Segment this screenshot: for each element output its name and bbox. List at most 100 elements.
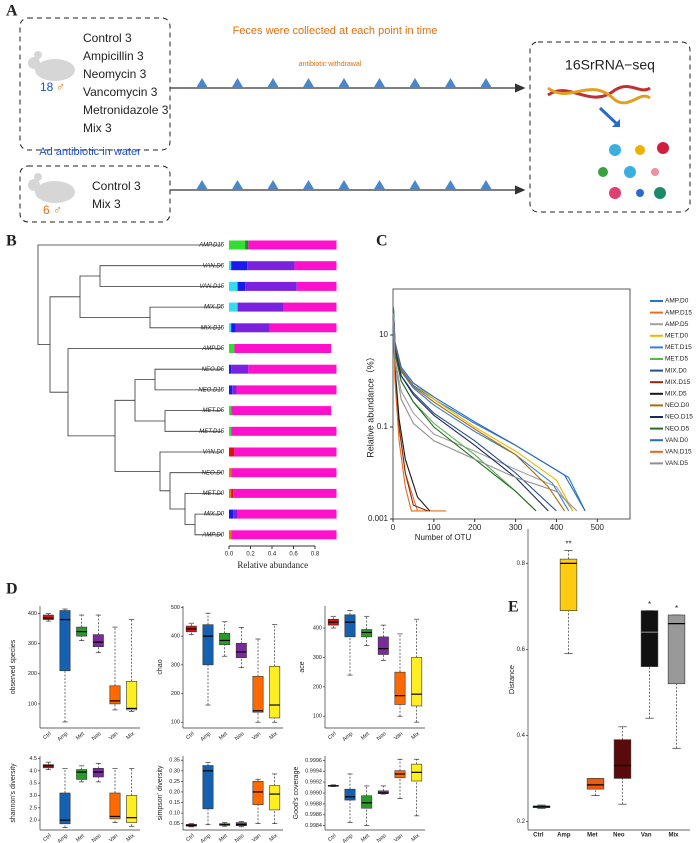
legend-label: NEO.D15 [665, 414, 693, 421]
sampling-point [302, 78, 315, 88]
box [59, 792, 71, 825]
legend-label: MET.D15 [665, 344, 692, 351]
x-tick-label: 0.0 [225, 552, 234, 558]
leaf-label: NEO.D0 [202, 470, 225, 476]
bar-segment [245, 281, 297, 291]
panel-label: D [6, 581, 18, 598]
sampling-point [196, 78, 208, 88]
sampling-point [444, 180, 457, 190]
dna-icon [547, 84, 669, 199]
x-tick-label: Neo [91, 833, 103, 843]
x-tick-label: Amp [557, 833, 571, 839]
sampling-point [409, 78, 421, 88]
sequencing-title: 16SrRNA−seq [565, 57, 655, 73]
x-tick-label: Ctrl [533, 833, 544, 839]
leaf-label: MIX.D5 [204, 305, 225, 311]
box [92, 768, 104, 778]
y-tick-label: 400 [171, 634, 180, 640]
leaf-label: MIX.D15 [201, 325, 225, 331]
box [559, 558, 578, 611]
y-tick-label: 4.5 [29, 756, 37, 762]
series-line [392, 307, 586, 512]
bar-segment [229, 509, 234, 519]
x-tick-label: Neo [234, 833, 246, 843]
y-tick-label: 0.4 [517, 733, 526, 739]
x-tick-label: 300 [509, 523, 523, 532]
legend-label: AMP.D5 [665, 321, 689, 328]
y-tick-label: 0.1 [377, 422, 389, 431]
panel-label: B [6, 233, 17, 250]
x-tick-label: Mix [268, 731, 279, 741]
timeline [170, 83, 526, 195]
x-tick-label: 0.6 [289, 552, 298, 558]
sampling-point [373, 180, 386, 190]
sequencing-box [529, 41, 691, 213]
group-name: Control 3 [83, 31, 132, 45]
x-tick-label: 0 [391, 523, 396, 532]
legend-label: VAN.D15 [665, 449, 692, 456]
x-tick-label: Met [75, 731, 86, 742]
bar-segment [247, 261, 295, 271]
group-box [19, 17, 171, 151]
sampling-points [196, 78, 492, 190]
y-tick-label: 200 [28, 671, 37, 677]
box [269, 665, 281, 719]
y-tick-label: 300 [171, 662, 180, 668]
y-tick-label: 2.5 [29, 805, 37, 811]
x-tick-label: Amp [57, 833, 70, 843]
series-line [392, 313, 578, 512]
y-axis-label: ace [299, 661, 306, 672]
y-tick-label: 0.15 [169, 800, 180, 806]
sampling-point [480, 180, 492, 190]
legend-label: MET.D0 [665, 333, 689, 340]
series-line [392, 321, 418, 512]
bar-segment [229, 302, 238, 312]
leaf-label: VAN.D15 [199, 284, 224, 290]
group-count: 6 [43, 203, 50, 217]
x-tick-label: Amp [342, 731, 355, 743]
sampling-point [267, 78, 279, 88]
x-tick-label: Ctrl [327, 833, 337, 843]
y-axis-label: simpson' diversity [157, 765, 164, 821]
mouse-icon [28, 173, 75, 203]
bar-segment [231, 323, 236, 333]
y-tick-label: 0.9992 [305, 780, 322, 786]
y-tick-label: 3.5 [29, 781, 37, 787]
group-box [19, 165, 171, 223]
feces-note: Feces were collected at each point in ti… [233, 25, 438, 37]
bar-segment [296, 281, 337, 291]
x-tick-label: Mix [125, 833, 136, 843]
y-axis-label: Distance [507, 665, 516, 694]
y-axis-label: Good's coverage [293, 767, 300, 820]
x-tick-label: 0.4 [268, 552, 277, 558]
y-tick-label: 0.10 [169, 811, 180, 817]
x-tick-label: Ctrl [185, 833, 195, 843]
x-tick-label: 500 [591, 523, 605, 532]
box [344, 788, 356, 801]
leaf-label: AMP.D0 [201, 532, 224, 538]
bar-segment [232, 385, 237, 395]
legend-label: VAN.D5 [665, 460, 688, 467]
group-name: Neomycin 3 [83, 67, 147, 81]
y-tick-label: 0.001 [368, 514, 389, 523]
box [219, 632, 231, 646]
bar-segment [283, 302, 337, 312]
x-tick-label: Van [641, 833, 652, 839]
bar-segment [231, 488, 234, 498]
y-tick-label: 0.8 [517, 561, 526, 567]
legend-label: NEO.D5 [665, 425, 690, 432]
sampling-point [338, 180, 350, 190]
x-tick-label: Van [108, 833, 119, 843]
box [235, 643, 247, 658]
group-name: Ampicillin 3 [83, 49, 144, 63]
sampling-point [196, 180, 208, 190]
significance: * [675, 604, 678, 613]
y-tick-label: 0.9984 [305, 823, 322, 829]
x-tick-label: Met [587, 833, 597, 839]
leaf-label: MET.D0 [203, 491, 225, 497]
significance: * [648, 600, 651, 609]
plot-frame [392, 288, 631, 520]
sampling-point [373, 78, 386, 88]
x-tick-label: Amp [342, 833, 355, 843]
